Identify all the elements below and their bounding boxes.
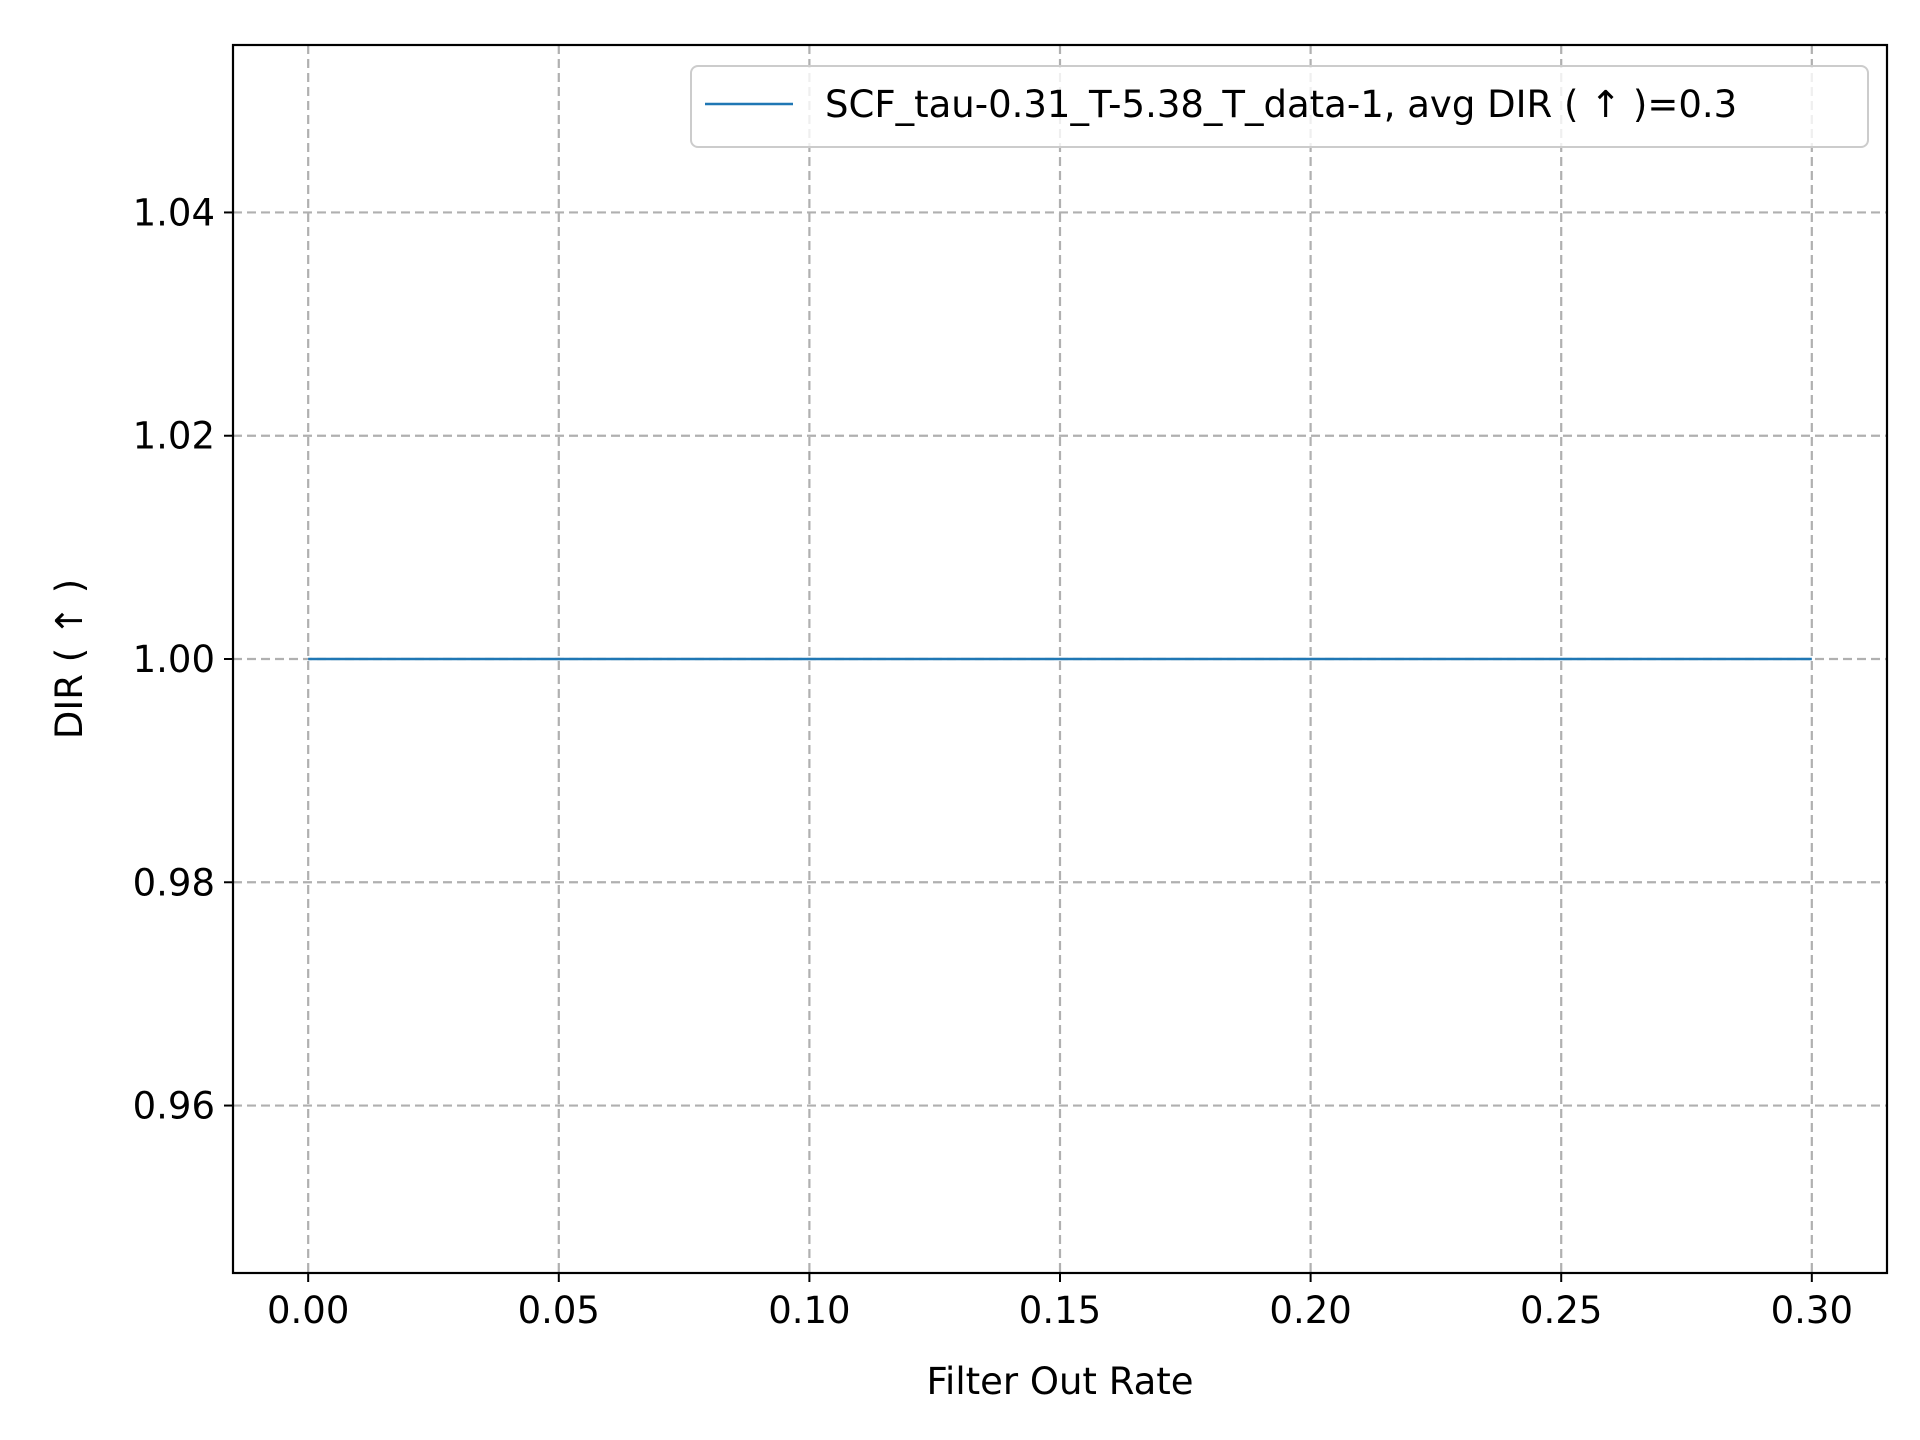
x-tick-label: 0.10 — [768, 1289, 850, 1332]
legend-label: SCF_tau-0.31_T-5.38_T_data-1, avg DIR ( … — [825, 83, 1737, 126]
y-tick-label: 1.04 — [133, 191, 215, 234]
x-tick-label: 0.25 — [1520, 1289, 1602, 1332]
legend: SCF_tau-0.31_T-5.38_T_data-1, avg DIR ( … — [690, 65, 1869, 148]
y-tick-label: 1.00 — [133, 638, 215, 681]
x-tick-label: 0.20 — [1269, 1289, 1351, 1332]
y-axis-label: DIR ( ↑ ) — [48, 579, 91, 739]
x-tick-label: 0.30 — [1771, 1289, 1853, 1332]
x-axis-label: Filter Out Rate — [926, 1360, 1193, 1403]
y-tick-label: 1.02 — [133, 415, 215, 458]
y-tick-label: 0.96 — [133, 1085, 215, 1128]
tick-layer: 0.00 0.05 0.10 0.15 0.20 0.25 0.30 0.96 0.98 1.00… — [133, 191, 1853, 1332]
legend-box — [690, 65, 1869, 148]
x-tick-label: 0.15 — [1019, 1289, 1101, 1332]
y-tick-label: 0.98 — [133, 861, 215, 904]
x-tick-label: 0.05 — [518, 1289, 600, 1332]
x-tick-label: 0.00 — [267, 1289, 349, 1332]
